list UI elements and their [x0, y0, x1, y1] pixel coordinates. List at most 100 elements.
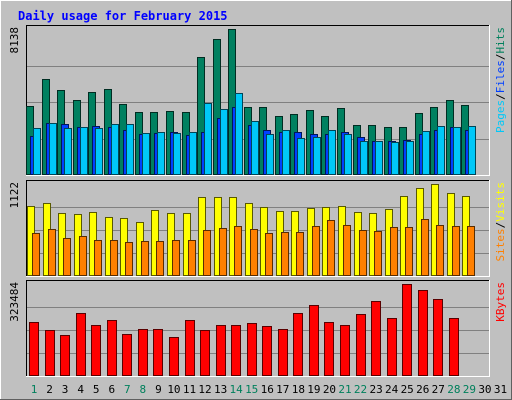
x-label-day-20: 20	[323, 383, 336, 396]
x-label-day-15: 15	[245, 383, 258, 396]
bar-pages-day-1	[33, 128, 41, 175]
bar-pages-day-20	[328, 130, 336, 175]
bar-kbytes-day-11	[185, 320, 195, 376]
chart-panels: 8138Pages/Files/Hits1122Sites/Visits3234…	[8, 25, 507, 377]
bar-kbytes-day-9	[153, 329, 163, 376]
bar-pages-day-27	[437, 126, 445, 175]
bar-pages-day-17	[282, 130, 290, 175]
panel-3: 323484 KBytes	[8, 280, 507, 377]
bar-sites-day-8	[141, 241, 149, 276]
y-max-label: 323484	[8, 282, 21, 322]
x-label-day-25: 25	[401, 383, 414, 396]
bar-sites-day-29	[467, 226, 475, 276]
x-label-day-6: 6	[108, 383, 115, 396]
legend-files: Files	[494, 60, 507, 93]
bar-kbytes-day-13	[216, 325, 226, 376]
bar-pages-day-19	[313, 137, 321, 175]
bar-sites-day-12	[203, 230, 211, 276]
bar-kbytes-day-10	[169, 337, 179, 376]
x-label-day-13: 13	[214, 383, 227, 396]
chart-title: Daily usage for February 2015	[18, 9, 228, 23]
bar-sites-day-18	[296, 232, 304, 276]
bar-kbytes-day-5	[91, 325, 101, 376]
legend: KBytes	[494, 282, 507, 322]
x-label-day-16: 16	[261, 383, 274, 396]
bar-sites-day-3	[63, 238, 71, 276]
legend-visits: Visits	[494, 182, 507, 222]
panel-2: 1122 Sites/Visits	[8, 180, 507, 277]
bar-kbytes-day-6	[107, 320, 117, 376]
bar-kbytes-day-25	[402, 284, 412, 376]
bar-sites-day-23	[374, 231, 382, 276]
bar-sites-day-9	[156, 241, 164, 276]
bar-kbytes-day-28	[449, 318, 459, 376]
bar-pages-day-2	[49, 123, 57, 175]
x-label-day-3: 3	[62, 383, 69, 396]
bar-sites-day-21	[343, 225, 351, 276]
bar-sites-day-28	[452, 226, 460, 276]
legend-hits: Hits	[494, 27, 507, 54]
bar-sites-day-25	[405, 227, 413, 276]
legend: Pages/Files/Hits	[494, 27, 507, 133]
bar-sites-day-14	[234, 226, 242, 276]
bar-sites-day-1	[32, 233, 40, 276]
bar-pages-day-23	[375, 141, 383, 175]
x-label-day-23: 23	[369, 383, 382, 396]
x-label-day-11: 11	[183, 383, 196, 396]
panel-background	[26, 280, 490, 377]
x-label-day-29: 29	[463, 383, 476, 396]
bar-kbytes-day-24	[387, 318, 397, 376]
bar-kbytes-day-15	[247, 323, 257, 376]
bar-kbytes-day-8	[138, 329, 148, 376]
legend-separator: /	[494, 93, 507, 100]
x-label-day-10: 10	[167, 383, 180, 396]
bar-pages-day-25	[406, 141, 414, 175]
x-label-day-5: 5	[93, 383, 100, 396]
bar-kbytes-day-19	[309, 305, 319, 376]
x-label-day-12: 12	[198, 383, 211, 396]
bar-kbytes-day-17	[278, 329, 288, 376]
x-label-day-8: 8	[140, 383, 147, 396]
x-label-day-17: 17	[276, 383, 289, 396]
bar-kbytes-day-20	[324, 322, 334, 376]
bar-pages-day-11	[189, 132, 197, 175]
bar-kbytes-day-26	[418, 290, 428, 376]
bar-kbytes-day-1	[29, 322, 39, 376]
bar-sites-day-15	[250, 229, 258, 276]
bar-sites-day-16	[265, 233, 273, 276]
bar-sites-day-5	[94, 240, 102, 276]
bar-sites-day-19	[312, 226, 320, 276]
x-label-day-14: 14	[230, 383, 244, 396]
bar-pages-day-14	[235, 93, 243, 175]
x-label-day-31: 31	[494, 383, 507, 396]
series-sites	[32, 219, 475, 276]
bar-kbytes-day-4	[76, 313, 86, 376]
bar-kbytes-day-3	[60, 335, 70, 376]
x-axis-day-labels: 1 2 3 4 5 6 7 8 9 10 11 12 13 14 15 16 17 18 19 20 21 22 23 24 2…	[31, 383, 507, 396]
bar-kbytes-day-7	[122, 334, 132, 376]
bar-kbytes-day-23	[371, 301, 381, 376]
legend-kbytes: KBytes	[494, 282, 507, 322]
bar-pages-day-16	[266, 134, 274, 175]
bar-kbytes-day-2	[45, 330, 55, 376]
legend: Sites/Visits	[494, 182, 507, 262]
legend-pages: Pages	[494, 100, 507, 133]
x-label-day-4: 4	[77, 383, 84, 396]
bar-sites-day-20	[327, 220, 335, 276]
bar-sites-day-22	[359, 230, 367, 276]
bar-pages-day-9	[157, 132, 165, 175]
bar-pages-day-18	[297, 138, 305, 175]
bar-pages-day-5	[95, 128, 103, 175]
bar-pages-day-4	[80, 127, 88, 175]
x-label-day-9: 9	[155, 383, 162, 396]
y-max-label: 8138	[8, 27, 21, 54]
x-label-day-21: 21	[338, 383, 351, 396]
bar-pages-day-7	[126, 124, 134, 175]
bar-sites-day-2	[48, 229, 56, 276]
legend-separator: /	[494, 222, 507, 229]
bar-pages-day-21	[344, 134, 352, 175]
y-max-label: 1122	[8, 182, 21, 209]
series-pages	[33, 93, 476, 175]
